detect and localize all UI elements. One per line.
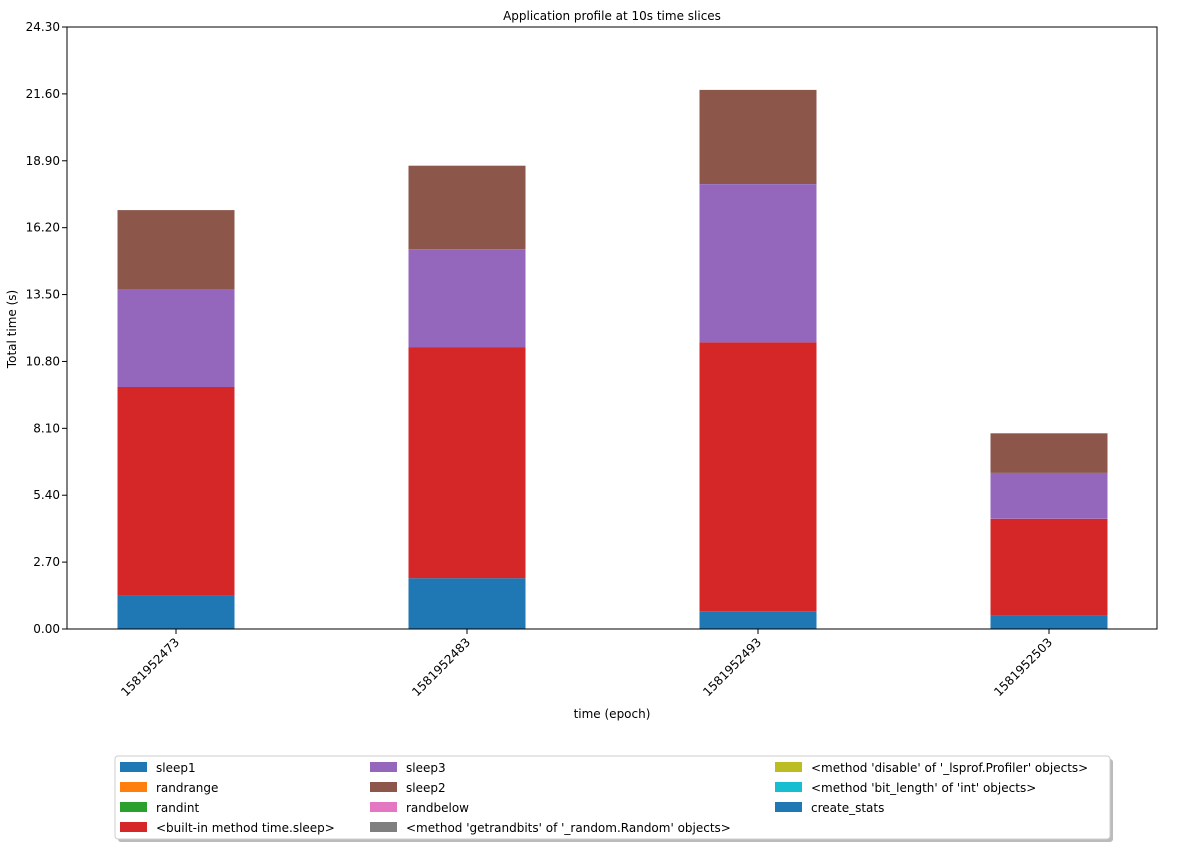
chart-title: Application profile at 10s time slices xyxy=(503,9,721,23)
bar-segment xyxy=(408,578,526,629)
bar-segment xyxy=(990,433,1108,473)
legend-swatch xyxy=(370,822,397,832)
legend-label: <built-in method time.sleep> xyxy=(156,821,335,835)
x-tick-label: 1581952493 xyxy=(700,635,764,699)
bar-segment xyxy=(990,518,1108,616)
legend-label: sleep1 xyxy=(156,761,196,775)
plot-frame xyxy=(66,26,1158,630)
legend-label: <method 'disable' of '_lsprof.Profiler' … xyxy=(811,761,1088,775)
legend-label: randrange xyxy=(156,781,218,795)
bar-segment xyxy=(408,347,526,579)
bar-segment xyxy=(408,249,526,348)
x-tick-label: 1581952503 xyxy=(991,635,1055,699)
y-tick-label: 10.80 xyxy=(26,354,60,368)
bar-segment xyxy=(699,89,817,184)
y-tick-label: 0.00 xyxy=(33,622,60,636)
x-axis: 1581952473 1581952483 1581952493 1581952503 xyxy=(118,629,1055,699)
y-tick-label: 21.60 xyxy=(26,87,60,101)
bar-segment xyxy=(117,210,235,290)
x-tick-label: 1581952483 xyxy=(409,635,473,699)
bar-segment xyxy=(699,184,817,343)
bar-segment xyxy=(408,165,526,250)
y-tick-label: 5.40 xyxy=(33,488,60,502)
legend-label: <method 'getrandbits' of '_random.Random… xyxy=(406,821,731,835)
legend-label: sleep2 xyxy=(406,781,446,795)
legend-label: randint xyxy=(156,801,199,815)
y-tick-label: 13.50 xyxy=(26,288,60,302)
legend-label: randbelow xyxy=(406,801,469,815)
legend-label: <method 'bit_length' of 'int' objects> xyxy=(811,781,1036,795)
legend-swatch xyxy=(775,762,802,772)
bar-segment xyxy=(699,342,817,612)
legend-swatch xyxy=(370,802,397,812)
y-tick-label: 16.20 xyxy=(26,221,60,235)
legend-swatch xyxy=(775,802,802,812)
legend-swatch xyxy=(120,802,147,812)
bar-segment xyxy=(117,595,235,629)
legend-swatch xyxy=(370,782,397,792)
y-tick-label: 18.90 xyxy=(26,154,60,168)
y-tick-label: 24.30 xyxy=(26,20,60,34)
x-axis-label: time (epoch) xyxy=(574,707,651,721)
x-tick-label: 1581952473 xyxy=(118,635,182,699)
y-tick-label: 8.10 xyxy=(33,421,60,435)
bar-segment xyxy=(990,615,1108,629)
legend-label: create_stats xyxy=(811,801,884,815)
legend-swatch xyxy=(120,762,147,772)
y-tick-label: 2.70 xyxy=(33,555,60,569)
legend-box xyxy=(114,755,1111,840)
legend-swatch xyxy=(775,782,802,792)
legend-swatch xyxy=(370,762,397,772)
y-axis-label: Total time (s) xyxy=(5,290,19,369)
bars-group xyxy=(117,89,1108,629)
legend: sleep1 randrange randint <built-in method t… xyxy=(114,755,1113,842)
bar-segment xyxy=(990,472,1108,519)
legend-swatch xyxy=(120,822,147,832)
bar-segment xyxy=(117,289,235,387)
legend-swatch xyxy=(120,782,147,792)
legend-label: sleep3 xyxy=(406,761,446,775)
y-axis: 0.00 2.70 5.40 8.10 10.80 13.50 16.20 18.90 21.6… xyxy=(26,20,67,636)
bar-segment xyxy=(117,387,235,596)
bar-segment xyxy=(699,611,817,629)
